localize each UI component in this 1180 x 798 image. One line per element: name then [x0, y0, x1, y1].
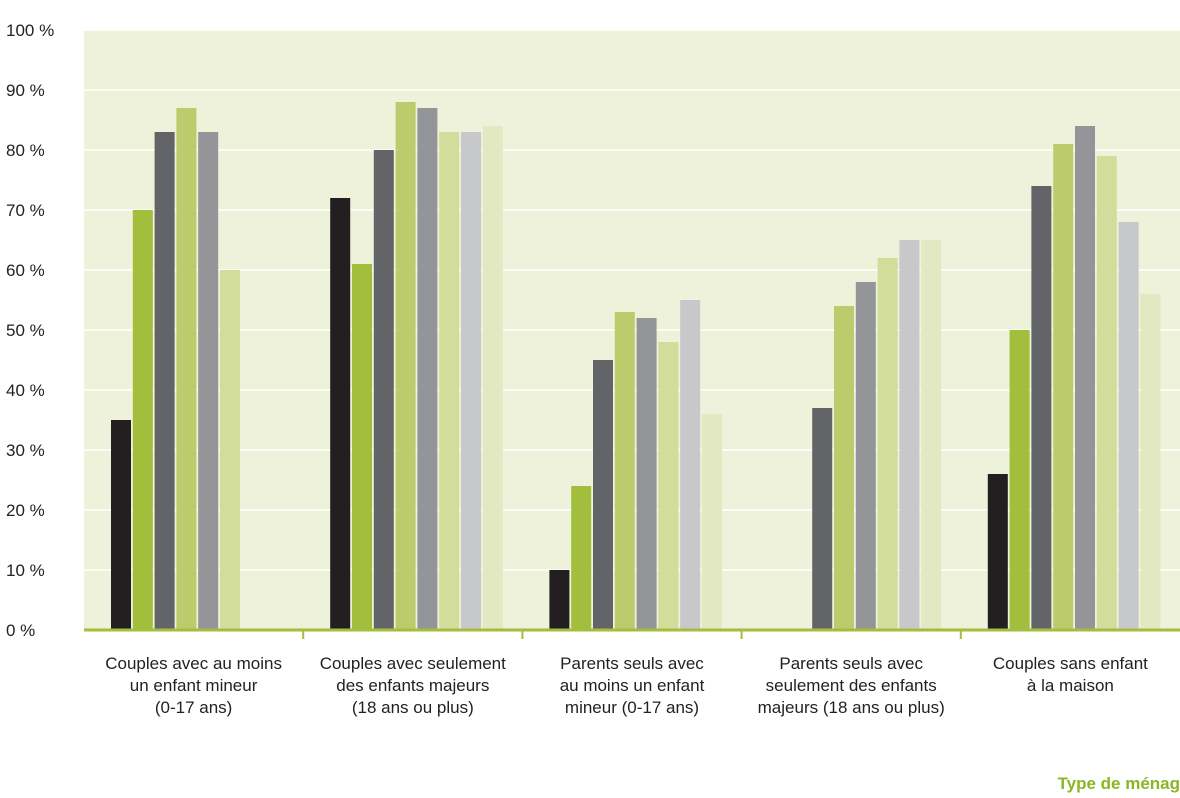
- x-category-label-line: Couples sans enfant: [993, 654, 1148, 673]
- bar: [352, 264, 372, 630]
- y-tick-label: 50 %: [6, 321, 45, 340]
- x-category-label-line: à la maison: [1027, 676, 1114, 695]
- bar: [482, 126, 503, 630]
- bar: [614, 312, 635, 630]
- bar: [702, 414, 722, 630]
- x-category-label-line: au moins un enfant: [560, 676, 705, 695]
- bar: [593, 360, 613, 630]
- bar: [834, 306, 854, 630]
- y-tick-label: 30 %: [6, 441, 45, 460]
- bar: [571, 486, 592, 630]
- y-tick-label: 80 %: [6, 141, 45, 160]
- x-category-label-line: un enfant mineur: [130, 676, 258, 695]
- bar: [1031, 186, 1052, 630]
- bar: [220, 270, 240, 630]
- x-category-label-line: majeurs (18 ans ou plus): [758, 698, 945, 717]
- bar: [198, 132, 219, 630]
- y-tick-label: 100 %: [6, 21, 54, 40]
- bar: [1053, 144, 1074, 630]
- bar: [330, 198, 351, 630]
- bar: [855, 282, 876, 630]
- y-tick-label: 0 %: [6, 621, 35, 640]
- bar: [417, 108, 438, 630]
- bar: [439, 132, 460, 630]
- x-category-label-line: des enfants majeurs: [336, 676, 489, 695]
- bar: [373, 150, 394, 630]
- x-category-label: Couples avec seulement des enfants majeur…: [320, 654, 506, 717]
- x-axis-title: Type de ménag: [1058, 774, 1180, 793]
- bar: [1118, 222, 1139, 630]
- bar: [154, 132, 175, 630]
- x-category-label: Couples avec au moins un enfant mineur (0-…: [105, 654, 282, 717]
- x-category-label: Couples sans enfant à la maison: [993, 654, 1148, 695]
- y-tick-label: 90 %: [6, 81, 45, 100]
- bar: [176, 108, 197, 630]
- x-category-label: Parents seuls avec au moins un enfant mine…: [560, 654, 705, 717]
- x-category-label-line: Parents seuls avec: [779, 654, 923, 673]
- x-category-label: Parents seuls avec seulement des enfants m…: [758, 654, 945, 717]
- bar: [1009, 330, 1030, 630]
- bar: [1075, 126, 1095, 630]
- y-tick-label: 70 %: [6, 201, 45, 220]
- bar: [461, 132, 481, 630]
- x-category-label-line: (18 ans ou plus): [352, 698, 474, 717]
- bar: [877, 258, 898, 630]
- x-category-label-line: seulement des enfants: [766, 676, 937, 695]
- x-category-label-line: Couples avec au moins: [105, 654, 282, 673]
- x-category-label-line: mineur (0-17 ans): [565, 698, 699, 717]
- bar: [899, 240, 920, 630]
- y-tick-label: 60 %: [6, 261, 45, 280]
- x-category-label-line: Couples avec seulement: [320, 654, 506, 673]
- y-tick-label: 10 %: [6, 561, 45, 580]
- bar: [111, 420, 131, 630]
- bar: [812, 408, 833, 630]
- bar: [987, 474, 1008, 630]
- bar: [680, 300, 701, 630]
- bar: [549, 570, 570, 630]
- y-tick-label: 40 %: [6, 381, 45, 400]
- x-category-label-line: Parents seuls avec: [560, 654, 704, 673]
- bar: [1096, 156, 1117, 630]
- x-category-label-line: (0-17 ans): [155, 698, 232, 717]
- bar: [636, 318, 657, 630]
- y-tick-label: 20 %: [6, 501, 45, 520]
- bar: [395, 102, 416, 630]
- bar: [132, 210, 153, 630]
- bar: [921, 240, 942, 630]
- bar: [1140, 294, 1161, 630]
- bar: [658, 342, 679, 630]
